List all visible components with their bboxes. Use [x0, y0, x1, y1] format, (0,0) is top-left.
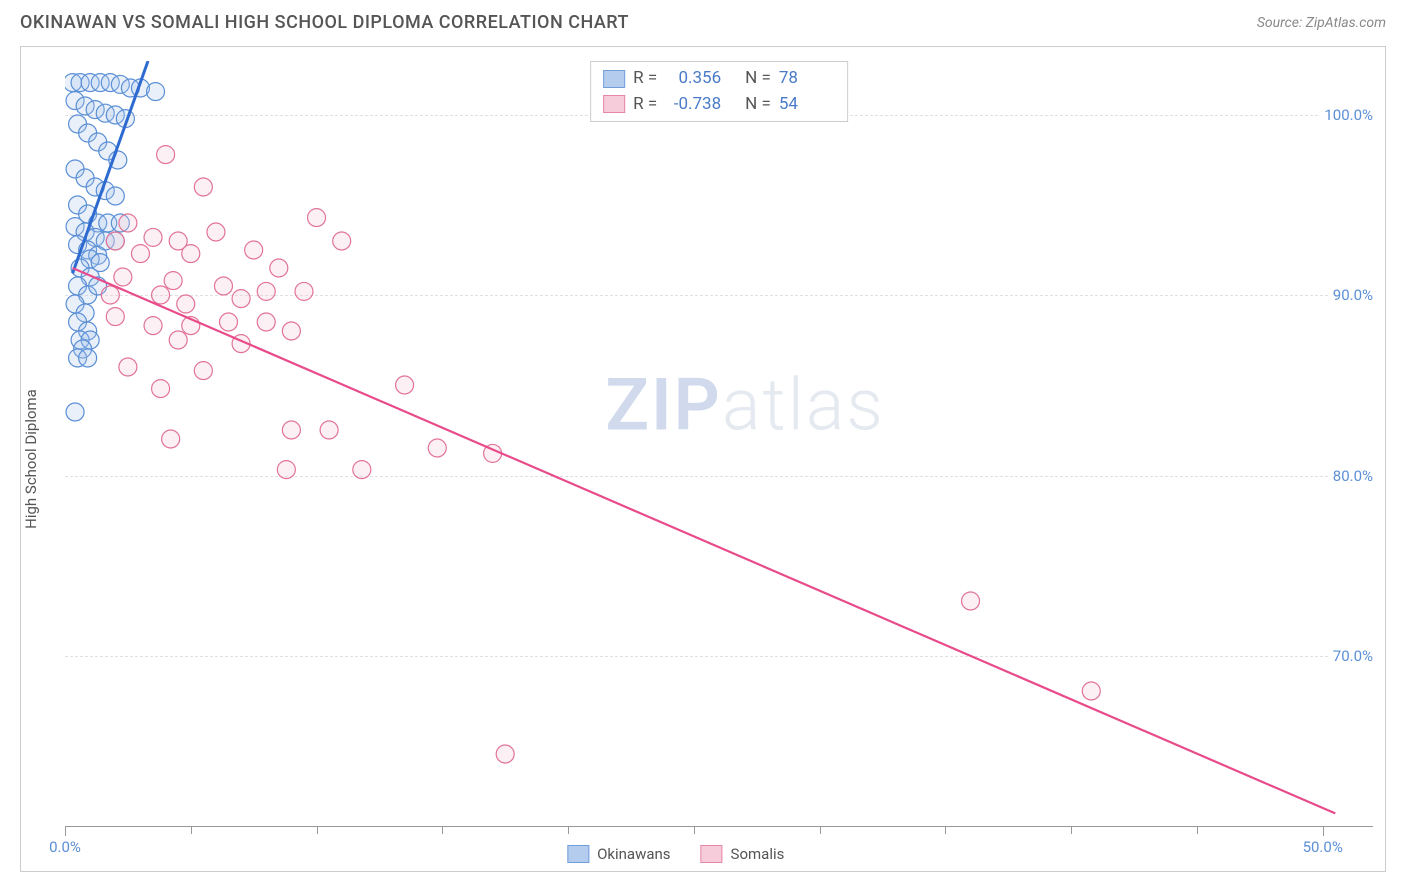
chart-title: OKINAWAN VS SOMALI HIGH SCHOOL DIPLOMA C…	[20, 12, 629, 33]
legend-item: Okinawans	[567, 845, 670, 863]
data-point	[182, 245, 200, 263]
data-point	[428, 439, 446, 457]
data-point	[169, 331, 187, 349]
data-point	[1082, 682, 1100, 700]
chart-source: Source: ZipAtlas.com	[1257, 15, 1386, 31]
data-point	[282, 421, 300, 439]
y-axis-title: High School Diploma	[22, 389, 40, 529]
x-tick	[945, 826, 946, 834]
x-tick-label: 50.0%	[1303, 838, 1343, 856]
series-swatch	[567, 845, 589, 863]
x-tick	[694, 826, 695, 834]
data-point	[177, 295, 195, 313]
data-point	[147, 83, 165, 101]
data-point	[245, 241, 263, 259]
series-legend: Okinawans Somalis	[567, 845, 784, 863]
series-name: Somalis	[731, 845, 785, 863]
x-tick-major	[1323, 826, 1324, 836]
data-point	[144, 317, 162, 335]
data-point	[320, 421, 338, 439]
data-point	[66, 403, 84, 421]
data-point	[152, 286, 170, 304]
data-point	[119, 214, 137, 232]
stats-row: R = 0.356 N = 78	[603, 66, 835, 92]
data-point	[144, 228, 162, 246]
x-tick	[1197, 826, 1198, 834]
data-point	[194, 178, 212, 196]
data-point	[106, 232, 124, 250]
series-swatch	[701, 845, 723, 863]
x-tick	[1071, 826, 1072, 834]
legend-item: Somalis	[701, 845, 785, 863]
data-point	[152, 380, 170, 398]
chart-frame: High School Diploma R = 0.356 N = 78 R = -0.7…	[20, 46, 1386, 872]
data-point	[194, 362, 212, 380]
data-point	[157, 146, 175, 164]
data-point	[101, 286, 119, 304]
data-point	[232, 290, 250, 308]
data-point	[164, 272, 182, 290]
data-point	[119, 358, 137, 376]
trend-line	[73, 268, 1336, 813]
data-point	[353, 461, 371, 479]
data-point	[308, 209, 326, 227]
data-point	[207, 223, 225, 241]
data-point	[270, 259, 288, 277]
chart-header: OKINAWAN VS SOMALI HIGH SCHOOL DIPLOMA C…	[0, 0, 1406, 41]
data-point	[214, 277, 232, 295]
n-label: N =	[745, 92, 771, 118]
series-swatch	[603, 95, 625, 113]
series-name: Okinawans	[597, 845, 670, 863]
data-point	[162, 430, 180, 448]
series-swatch	[603, 70, 625, 88]
data-point	[962, 592, 980, 610]
x-tick	[317, 826, 318, 834]
stats-legend-box: R = 0.356 N = 78 R = -0.738 N = 54	[590, 61, 848, 122]
x-tick-label: 0.0%	[49, 838, 81, 856]
n-value: 78	[779, 66, 835, 92]
data-point	[295, 282, 313, 300]
data-point	[114, 268, 132, 286]
plot-area: R =0.356N =78R =-0.738N =54 ZIPatlas 70.…	[65, 61, 1373, 827]
r-value: -0.738	[665, 92, 721, 118]
data-point	[277, 461, 295, 479]
x-tick	[191, 826, 192, 834]
data-point	[79, 349, 97, 367]
data-point	[106, 187, 124, 205]
n-value: 54	[779, 92, 835, 118]
stats-row: R = -0.738 N = 54	[603, 92, 835, 118]
r-label: R =	[633, 92, 657, 118]
x-tick	[820, 826, 821, 834]
data-point	[396, 376, 414, 394]
n-label: N =	[745, 66, 771, 92]
x-tick	[568, 826, 569, 834]
data-point	[333, 232, 351, 250]
data-point	[257, 282, 275, 300]
x-tick-major	[65, 826, 66, 836]
data-point	[496, 745, 514, 763]
scatter-plot-svg	[65, 61, 1373, 826]
data-point	[257, 313, 275, 331]
r-value: 0.356	[665, 66, 721, 92]
data-point	[131, 245, 149, 263]
data-point	[282, 322, 300, 340]
r-label: R =	[633, 66, 657, 92]
x-tick	[442, 826, 443, 834]
data-point	[220, 313, 238, 331]
data-point	[106, 308, 124, 326]
